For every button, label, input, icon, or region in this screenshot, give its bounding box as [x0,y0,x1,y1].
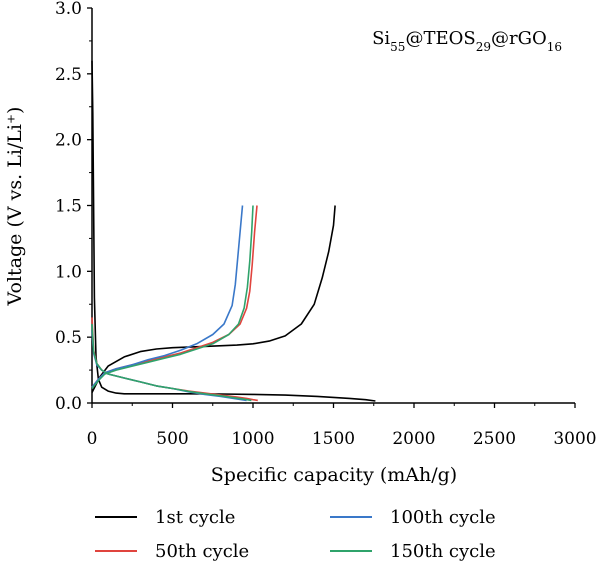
series-1-discharge-line [91,60,376,402]
y-tick-label: 1.5 [55,197,82,217]
annotation-sub1: 55 [390,40,405,54]
sample-annotation: Si55@TEOS29@rGO16 [372,28,562,54]
y-tick-label: 1.0 [55,262,82,282]
annotation-base: Si [372,28,390,49]
x-axis-label: Specific capacity (mAh/g) [211,464,457,486]
legend-label-1: 1st cycle [155,507,235,528]
y-axis-ticks: 0.0 0.5 1.0 1.5 2.0 2.5 3.0 [55,0,92,414]
series-4-discharge-line [91,323,252,402]
series-4-charge-line [91,205,254,390]
y-tick-label: 3.0 [55,0,82,19]
y-tick-label: 0.5 [55,328,82,348]
chart-axes [91,8,575,404]
x-tick-label: 1500 [312,429,355,449]
x-tick-label: 500 [156,429,188,449]
series-layer [91,60,376,402]
legend-label-3: 100th cycle [390,507,496,528]
series-3-charge-line [91,205,244,388]
annotation-mid1: @TEOS [405,28,475,49]
y-axis-label: Voltage (V vs. Li/Li⁺) [4,107,26,307]
annotation-sub3: 16 [547,40,562,54]
series-4 [91,205,254,402]
series-3-discharge-line [91,330,247,402]
y-tick-label: 0.0 [55,394,82,414]
y-tick-label: 2.5 [55,65,82,85]
chart-legend: 1st cycle 50th cycle 100th cycle 150th cycl… [95,507,496,562]
annotation-sub2: 29 [476,40,491,54]
series-1 [91,60,376,402]
x-axis-ticks: 0 500 1000 1500 2000 2500 3000 [87,403,597,449]
series-2-charge-line [91,205,258,388]
series-1-charge-line [91,205,336,393]
legend-label-2: 50th cycle [155,541,249,562]
x-tick-label: 3000 [553,429,596,449]
x-tick-label: 2500 [473,429,516,449]
y-tick-label: 2.0 [55,131,82,151]
annotation-mid2: @rGO [491,28,547,49]
legend-label-4: 150th cycle [390,541,496,562]
x-tick-label: 2000 [392,429,435,449]
x-tick-label: 0 [87,429,98,449]
x-tick-label: 1000 [231,429,274,449]
